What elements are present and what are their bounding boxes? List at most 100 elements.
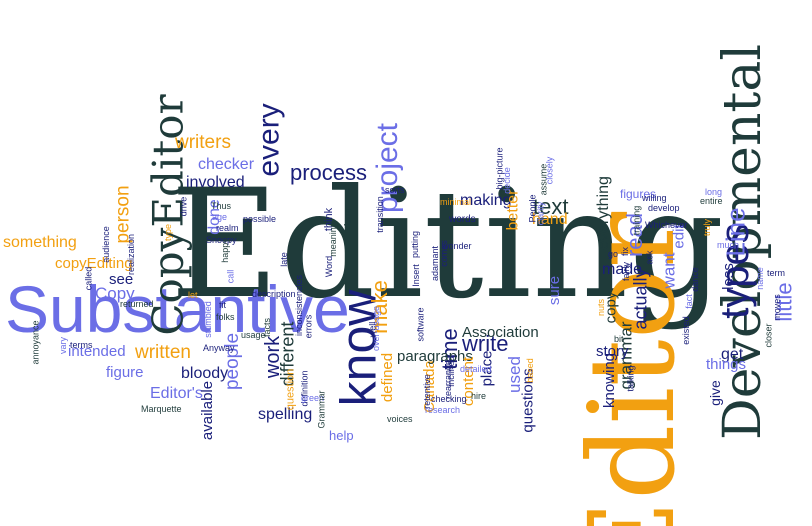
word-transition: transition bbox=[374, 196, 385, 233]
word-everything: everything bbox=[594, 176, 612, 250]
word-checker: checker bbox=[198, 156, 255, 173]
word-green: green bbox=[301, 393, 325, 403]
word-less: less bbox=[719, 263, 737, 290]
word-type: type bbox=[163, 223, 174, 242]
word-association: Association bbox=[462, 324, 539, 341]
word-copy-cap: Copy bbox=[95, 284, 135, 303]
word-nuts: nuts bbox=[596, 298, 607, 317]
word-let: let bbox=[188, 290, 198, 300]
word-sorts: sorts bbox=[385, 185, 405, 195]
word-available: available bbox=[199, 380, 217, 441]
word-call: call bbox=[225, 269, 236, 284]
word-anyway: Anyway bbox=[203, 343, 235, 353]
word-sure: sure bbox=[546, 275, 564, 306]
word-copyediting: copyEditing bbox=[55, 255, 133, 272]
word-word: Word bbox=[324, 255, 335, 278]
word-annoyance: annoyance bbox=[30, 320, 41, 365]
word-existed: existed bbox=[680, 316, 691, 345]
word-question: question bbox=[284, 368, 297, 411]
word-editing: Editing bbox=[170, 158, 725, 332]
word-entire: entire bbox=[700, 196, 723, 206]
word-editors: Editor's bbox=[150, 385, 203, 402]
word-fact: fact bbox=[683, 294, 694, 309]
word-involved: involved bbox=[186, 174, 245, 191]
word-folks: folks bbox=[216, 312, 235, 322]
word-called: called bbox=[83, 266, 94, 291]
word-written: written bbox=[135, 342, 191, 363]
word-based: based bbox=[524, 358, 535, 383]
word-errors: errors bbox=[303, 314, 314, 339]
word-facts: facts bbox=[262, 317, 273, 338]
word-term: term bbox=[767, 268, 785, 278]
word-big-picture: big-picture bbox=[494, 147, 505, 190]
word-truly: truly bbox=[702, 218, 713, 237]
word-terms: terms bbox=[70, 340, 93, 350]
word-marquette: Marquette bbox=[141, 404, 182, 414]
word-realization: realization bbox=[126, 233, 137, 276]
word-rearrange: rearrange bbox=[443, 359, 454, 400]
word-paragraphs: paragraphs bbox=[397, 348, 473, 365]
word-meaning: meaning bbox=[327, 222, 338, 257]
word-drive: drive bbox=[178, 196, 189, 217]
word-things: things bbox=[706, 356, 747, 373]
word-closely: closely bbox=[544, 156, 555, 185]
word-process: process bbox=[290, 160, 368, 185]
word-something: something bbox=[3, 234, 77, 251]
word-words: words bbox=[449, 214, 476, 225]
word-hand: hand bbox=[532, 211, 568, 228]
word-research: research bbox=[425, 405, 461, 415]
word-writers: writers bbox=[175, 132, 231, 153]
word-fit: fit bbox=[219, 300, 227, 310]
word-much: much bbox=[717, 240, 740, 250]
word-dance: dance bbox=[689, 267, 700, 292]
word-spelling: spelling bbox=[258, 406, 313, 423]
word-text: text bbox=[533, 194, 569, 219]
word-help: help bbox=[329, 428, 354, 443]
word-fairly: fairly bbox=[621, 261, 632, 282]
word-thus: Thus bbox=[211, 201, 232, 211]
word-knowing: knowing bbox=[601, 352, 619, 409]
word-moves: moves bbox=[771, 294, 782, 321]
word-making: making bbox=[460, 192, 512, 209]
word-want: want bbox=[659, 252, 679, 289]
word-happy: happy bbox=[219, 238, 230, 263]
word-form: form bbox=[342, 208, 353, 227]
word-insert: Insert bbox=[410, 264, 421, 287]
word-bit: bit bbox=[614, 334, 624, 344]
word-every: every bbox=[252, 103, 286, 177]
word-figure: figure bbox=[106, 364, 144, 381]
word-get: get bbox=[721, 346, 744, 363]
word-voices: voices bbox=[387, 414, 413, 424]
word-minimal: minimal bbox=[440, 197, 472, 207]
word-made: made bbox=[602, 261, 643, 278]
word-wonder: wonder bbox=[442, 241, 472, 251]
word-whichever: Whichever bbox=[645, 220, 688, 230]
word-vary: vary bbox=[58, 336, 69, 355]
word-description: description bbox=[252, 289, 296, 299]
word-putting: putting bbox=[410, 230, 421, 259]
word-grammar-cap: Grammar bbox=[316, 390, 327, 429]
word-snoopy: Snoopy bbox=[206, 235, 237, 245]
word-detailed: detailed bbox=[460, 364, 492, 374]
word-see: see bbox=[109, 271, 134, 288]
word-age: age bbox=[212, 212, 228, 222]
word-training: training bbox=[631, 205, 642, 236]
word-substantive: Substantive bbox=[5, 272, 350, 346]
word-willing: willing bbox=[642, 193, 667, 203]
word-defined: defined bbox=[379, 352, 397, 403]
word-closer: closer bbox=[763, 323, 774, 348]
word-checking: checking bbox=[431, 394, 467, 404]
word-go: go bbox=[608, 249, 619, 259]
word-returned: returned bbox=[120, 299, 154, 309]
word-ask: ask bbox=[644, 250, 655, 265]
word-possible: possible bbox=[243, 214, 277, 224]
word-give: give bbox=[706, 380, 723, 406]
word-stumbled: stumbled bbox=[202, 301, 213, 338]
word-figures: figures bbox=[620, 187, 657, 201]
word-intended: intended bbox=[68, 343, 126, 360]
word-bloody: bloody bbox=[181, 365, 229, 382]
word-comes: comes bbox=[438, 240, 449, 267]
word-people-cap: People bbox=[527, 194, 538, 223]
word-long: long bbox=[705, 187, 723, 197]
